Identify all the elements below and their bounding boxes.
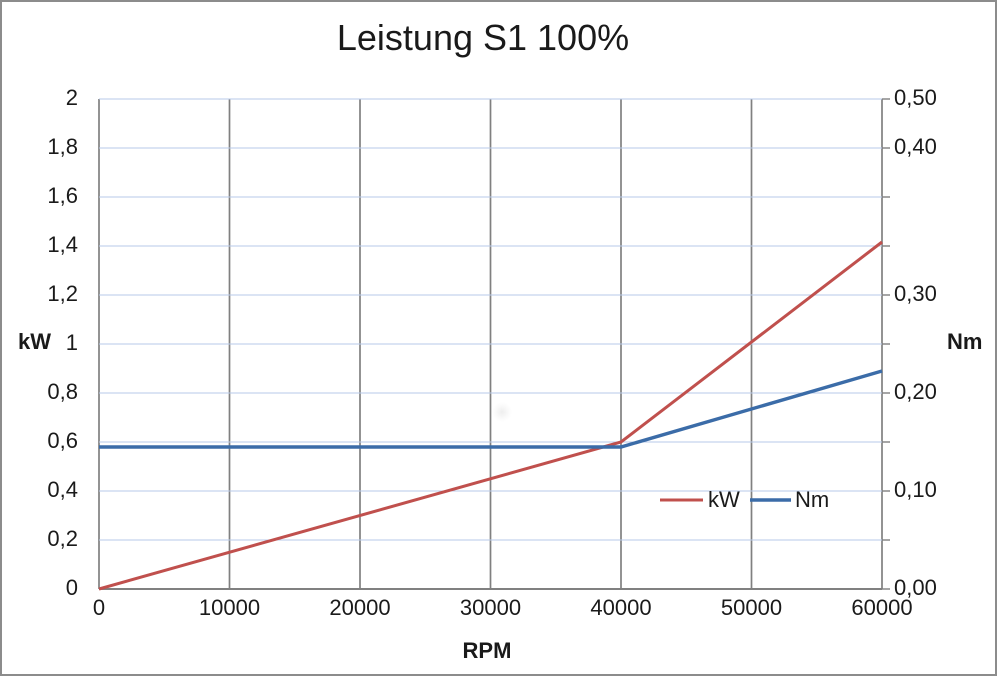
svg-text:kW: kW xyxy=(708,487,740,512)
svg-text:0,8: 0,8 xyxy=(47,379,78,404)
svg-text:kW: kW xyxy=(18,329,51,354)
svg-text:0,40: 0,40 xyxy=(894,134,937,159)
svg-text:2: 2 xyxy=(66,85,78,110)
svg-text:1,8: 1,8 xyxy=(47,134,78,159)
svg-text:1,6: 1,6 xyxy=(47,183,78,208)
svg-text:40000: 40000 xyxy=(590,595,651,620)
svg-text:0,20: 0,20 xyxy=(894,379,937,404)
svg-text:10000: 10000 xyxy=(199,595,260,620)
svg-text:20000: 20000 xyxy=(329,595,390,620)
svg-text:0,4: 0,4 xyxy=(47,477,78,502)
svg-text:0,30: 0,30 xyxy=(894,281,937,306)
svg-text:Nm: Nm xyxy=(795,487,829,512)
svg-text:0,2: 0,2 xyxy=(47,526,78,551)
svg-text:60000: 60000 xyxy=(851,595,912,620)
svg-text:0,6: 0,6 xyxy=(47,428,78,453)
svg-text:Leistung S1 100%: Leistung S1 100% xyxy=(337,17,629,58)
svg-text:0: 0 xyxy=(66,575,78,600)
svg-text:1: 1 xyxy=(66,330,78,355)
svg-text:1,2: 1,2 xyxy=(47,281,78,306)
svg-text:0: 0 xyxy=(93,595,105,620)
svg-text:50000: 50000 xyxy=(721,595,782,620)
svg-text:1,4: 1,4 xyxy=(47,232,78,257)
svg-text:0,50: 0,50 xyxy=(894,85,937,110)
svg-text:0,10: 0,10 xyxy=(894,477,937,502)
svg-text:30000: 30000 xyxy=(460,595,521,620)
svg-text:Nm: Nm xyxy=(947,329,982,354)
svg-text:RPM: RPM xyxy=(463,638,512,663)
